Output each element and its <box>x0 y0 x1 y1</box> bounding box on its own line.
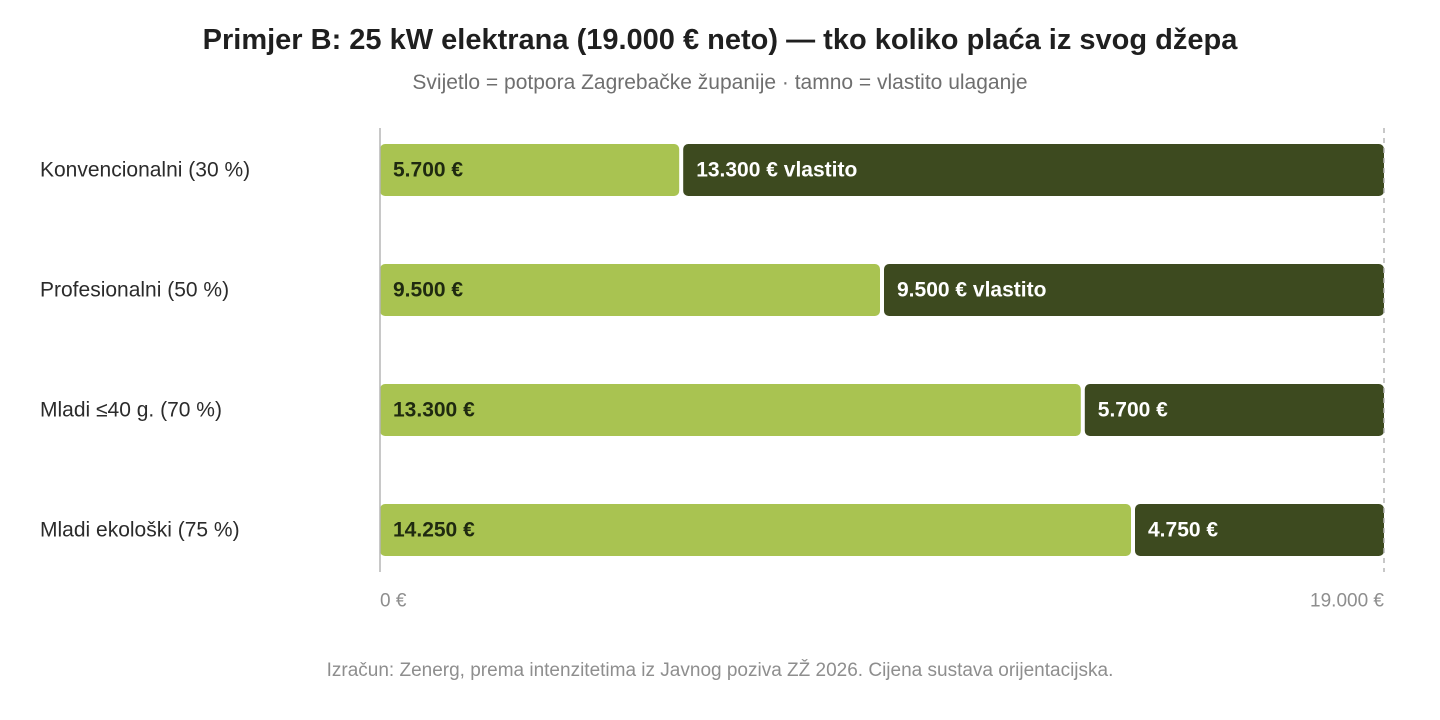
own-bar <box>1135 504 1384 556</box>
support-bar <box>380 504 1131 556</box>
own-bar <box>884 264 1384 316</box>
category-label: Profesionalni (50 %) <box>40 279 229 302</box>
support-value-label: 5.700 € <box>393 159 463 182</box>
support-value-label: 9.500 € <box>393 279 463 302</box>
chart-footer-note: Izračun: Zenerg, prema intenzitetima iz … <box>326 660 1114 681</box>
support-bar <box>380 264 880 316</box>
support-bar <box>380 144 680 196</box>
category-label: Konvencionalni (30 %) <box>40 159 250 182</box>
chart-title: Primjer B: 25 kW elektrana (19.000 € net… <box>202 24 1238 56</box>
own-bar <box>1084 384 1384 436</box>
chart-subtitle: Svijetlo = potpora Zagrebačke županije ·… <box>412 71 1028 94</box>
own-value-label: 4.750 € <box>1148 519 1218 542</box>
x-tick-label: 19.000 € <box>1310 591 1384 612</box>
own-value-label: 5.700 € <box>1098 399 1168 422</box>
own-value-label: 9.500 € vlastito <box>897 279 1046 302</box>
category-label: Mladi ekološki (75 %) <box>40 519 240 542</box>
x-tick-label: 0 € <box>380 591 407 612</box>
own-value-label: 13.300 € vlastito <box>696 159 857 182</box>
support-value-label: 13.300 € <box>393 399 475 422</box>
support-value-label: 14.250 € <box>393 519 475 542</box>
own-bar <box>683 144 1384 196</box>
category-label: Mladi ≤40 g. (70 %) <box>40 399 222 422</box>
support-bar <box>380 384 1081 436</box>
